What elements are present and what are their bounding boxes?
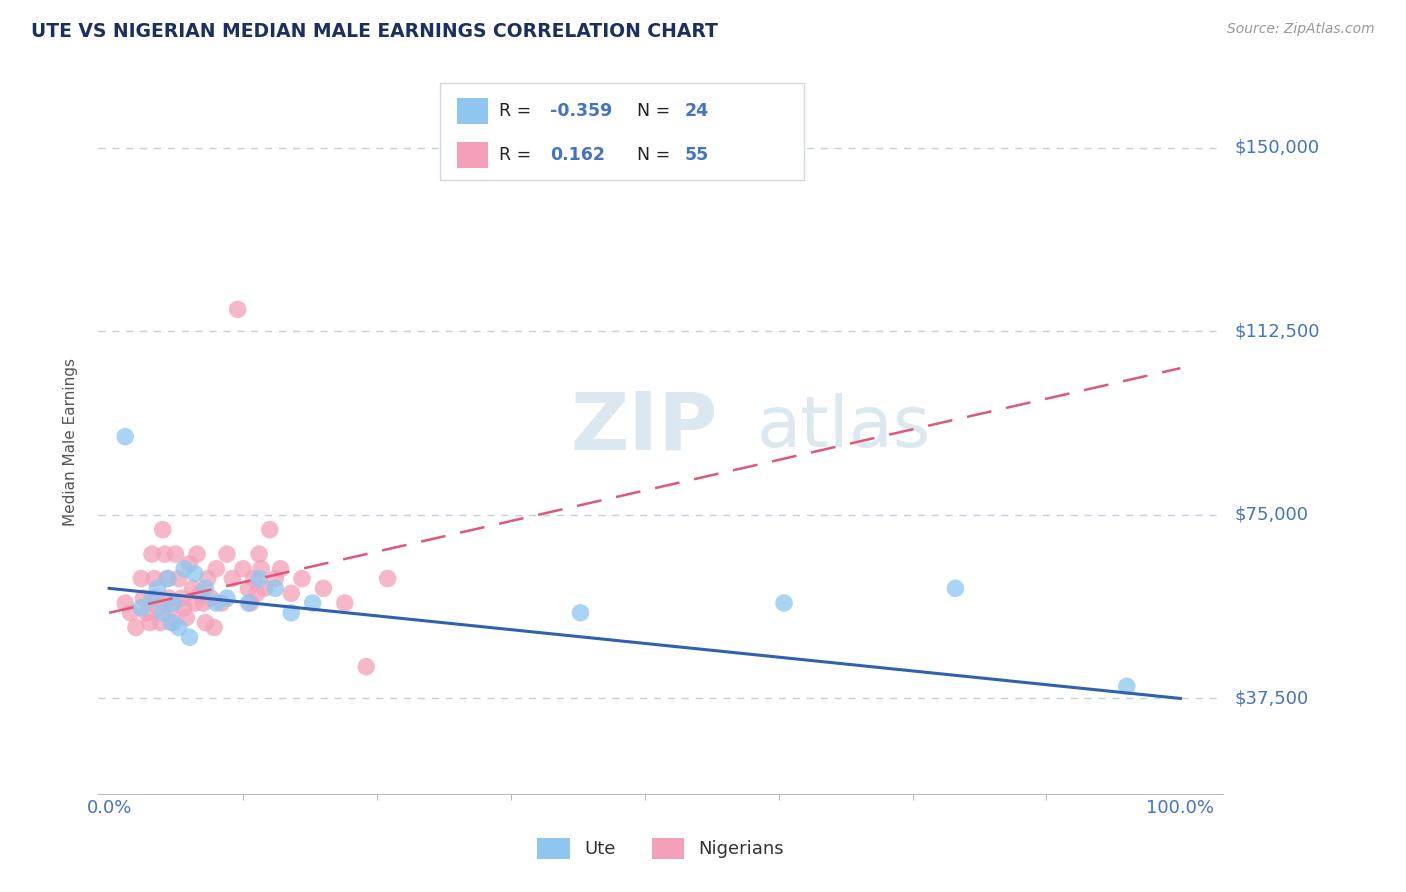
Point	[152, 523, 174, 537]
Point	[264, 582, 287, 596]
Point	[280, 606, 302, 620]
Point	[250, 562, 273, 576]
Legend: Ute, Nigerians: Ute, Nigerians	[530, 830, 792, 866]
Point	[179, 630, 201, 644]
Point	[152, 606, 174, 620]
Point	[226, 302, 249, 317]
Text: N =: N =	[637, 102, 676, 120]
Point	[264, 572, 287, 586]
Point	[139, 615, 162, 630]
Point	[148, 601, 170, 615]
Point	[170, 591, 193, 606]
Point	[280, 586, 302, 600]
Point	[165, 547, 187, 561]
Point	[153, 547, 176, 561]
Point	[215, 547, 238, 561]
Text: $37,500: $37,500	[1234, 690, 1309, 707]
Point	[156, 572, 179, 586]
Text: 24: 24	[685, 102, 709, 120]
Point	[132, 591, 155, 606]
Text: N =: N =	[637, 146, 676, 164]
Point	[141, 547, 163, 561]
Point	[200, 591, 222, 606]
Point	[181, 582, 204, 596]
Point	[215, 591, 238, 606]
Point	[143, 572, 166, 586]
Point	[129, 601, 152, 615]
Point	[179, 557, 201, 571]
Point	[167, 572, 190, 586]
Text: -0.359: -0.359	[550, 102, 612, 120]
Point	[188, 586, 211, 600]
Point	[247, 572, 270, 586]
Point	[135, 606, 157, 620]
Point	[354, 659, 377, 673]
Point	[149, 615, 172, 630]
Text: 55: 55	[685, 146, 709, 164]
Point	[120, 606, 142, 620]
Point	[141, 591, 163, 606]
Point	[146, 582, 169, 596]
Point	[184, 596, 207, 610]
Point	[145, 591, 167, 606]
Point	[312, 582, 335, 596]
Point	[232, 562, 254, 576]
Y-axis label: Median Male Earnings: Median Male Earnings	[63, 358, 77, 525]
Point	[242, 572, 264, 586]
Point	[167, 620, 190, 634]
Text: $150,000: $150,000	[1234, 139, 1319, 157]
Text: ZIP: ZIP	[571, 388, 718, 467]
Point	[114, 596, 136, 610]
Text: R =: R =	[499, 102, 537, 120]
Point	[333, 596, 356, 610]
Point	[569, 606, 592, 620]
Point	[1115, 679, 1137, 693]
Point	[773, 596, 796, 610]
Point	[253, 582, 276, 596]
Point	[211, 596, 233, 610]
Point	[247, 547, 270, 561]
Point	[173, 562, 195, 576]
Point	[157, 591, 180, 606]
Point	[162, 615, 184, 630]
Point	[174, 610, 197, 624]
Point	[301, 596, 323, 610]
Text: $75,000: $75,000	[1234, 506, 1309, 524]
Point	[197, 572, 219, 586]
Point	[291, 572, 314, 586]
Text: R =: R =	[499, 146, 537, 164]
Point	[157, 572, 180, 586]
Point	[160, 601, 183, 615]
Point	[194, 582, 217, 596]
Point	[173, 601, 195, 615]
Point	[205, 596, 228, 610]
Point	[377, 572, 399, 586]
Point	[221, 572, 243, 586]
Point	[202, 620, 225, 634]
Point	[259, 523, 281, 537]
Point	[238, 596, 260, 610]
Point	[246, 586, 269, 600]
Point	[945, 582, 967, 596]
Text: 0.162: 0.162	[550, 146, 605, 164]
Text: atlas: atlas	[756, 393, 931, 462]
Point	[194, 615, 217, 630]
Point	[186, 547, 208, 561]
Point	[125, 620, 148, 634]
Text: UTE VS NIGERIAN MEDIAN MALE EARNINGS CORRELATION CHART: UTE VS NIGERIAN MEDIAN MALE EARNINGS COR…	[31, 22, 718, 41]
Point	[184, 566, 207, 581]
Point	[129, 572, 152, 586]
Point	[238, 582, 260, 596]
Point	[114, 430, 136, 444]
Text: $112,500: $112,500	[1234, 322, 1320, 341]
Point	[193, 596, 215, 610]
Point	[160, 615, 183, 630]
Point	[270, 562, 292, 576]
Point	[239, 596, 262, 610]
Point	[205, 562, 228, 576]
Point	[162, 596, 184, 610]
Text: Source: ZipAtlas.com: Source: ZipAtlas.com	[1227, 22, 1375, 37]
